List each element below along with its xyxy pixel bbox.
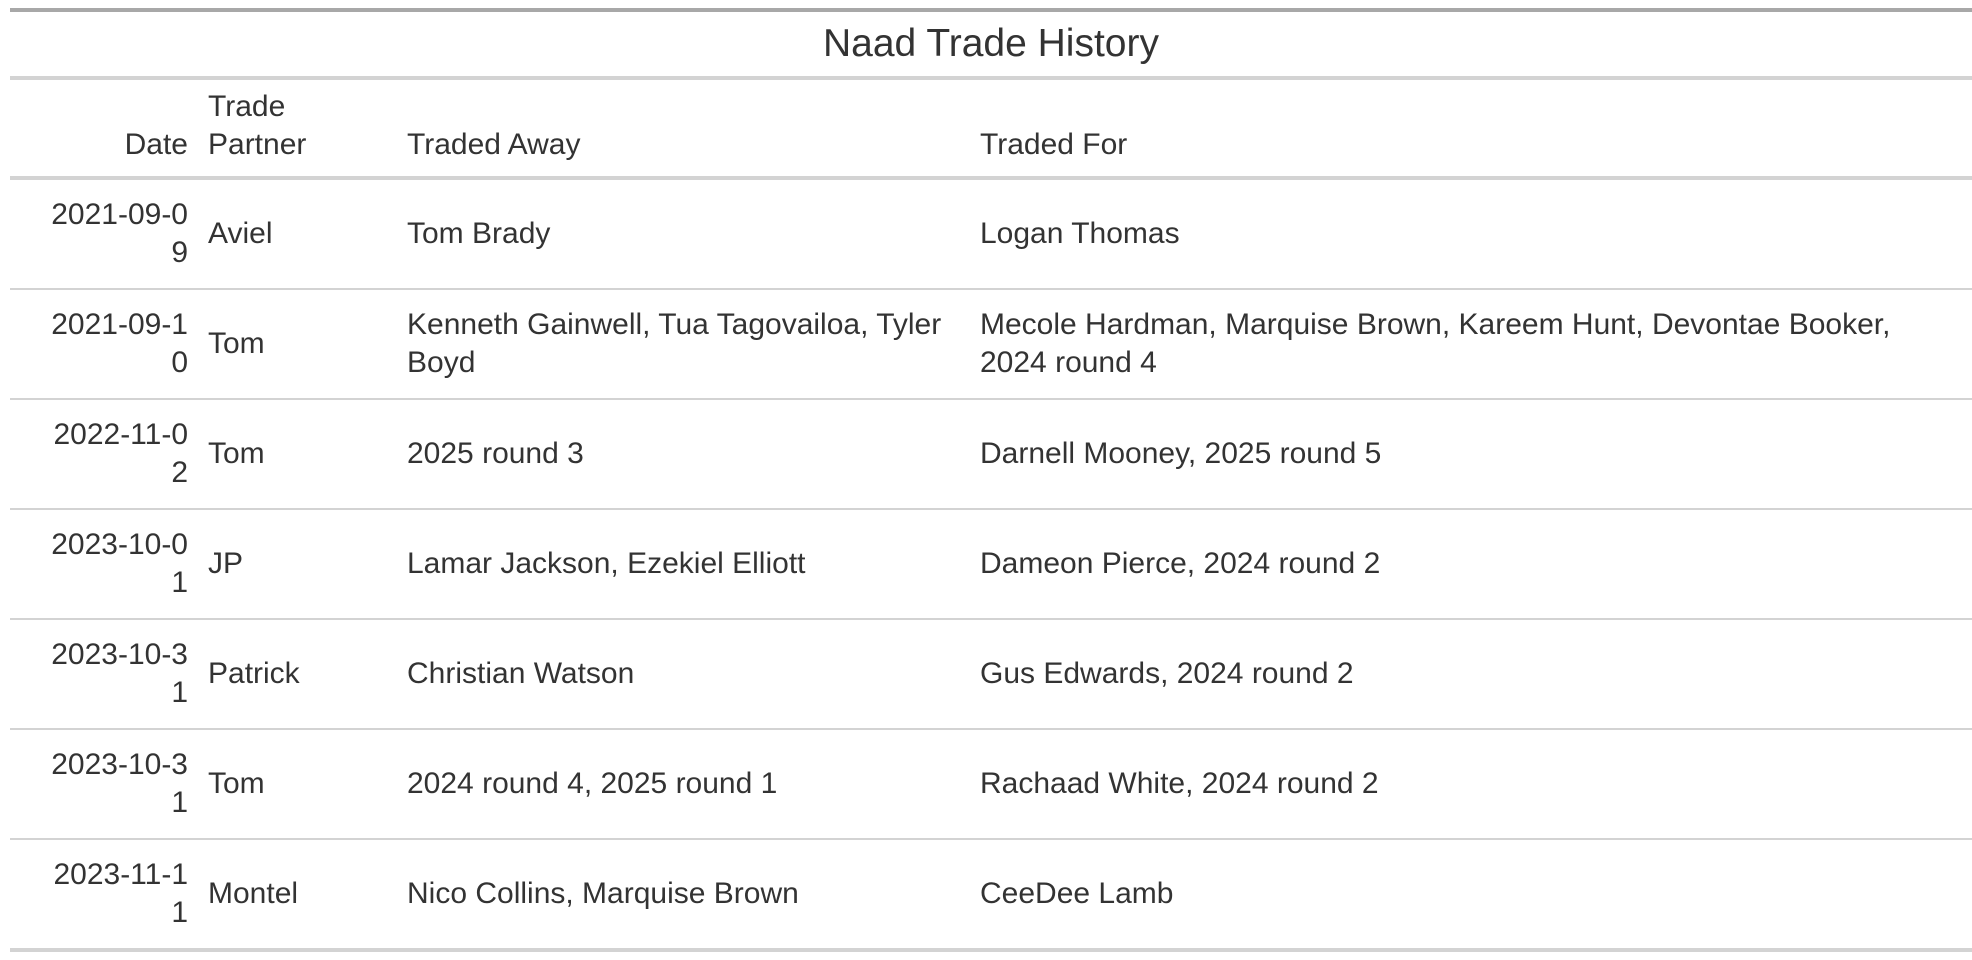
table-title-row: Naad Trade History <box>10 8 1972 80</box>
table-title: Naad Trade History <box>10 8 1972 80</box>
cell-traded-for: Gus Edwards, 2024 round 2 <box>970 619 1972 730</box>
cell-date: 2021-09-09 <box>10 178 198 290</box>
cell-traded-for: Logan Thomas <box>970 178 1972 290</box>
cell-date: 2023-11-11 <box>10 839 198 952</box>
cell-date: 2021-09-10 <box>10 289 198 400</box>
cell-date-text: 2023-10-31 <box>51 638 188 709</box>
header-date: Date <box>10 78 198 180</box>
cell-date: 2023-10-31 <box>10 619 198 730</box>
cell-date-text: 2023-10-31 <box>51 748 188 819</box>
cell-date: 2023-10-31 <box>10 729 198 840</box>
cell-traded-away: Nico Collins, Marquise Brown <box>397 839 970 952</box>
cell-date-text: 2023-10-01 <box>51 528 188 599</box>
cell-trade-partner: Tom <box>198 399 397 510</box>
cell-traded-for: Dameon Pierce, 2024 round 2 <box>970 509 1972 620</box>
cell-traded-away: 2024 round 4, 2025 round 1 <box>397 729 970 840</box>
table-row: 2023-10-01 JP Lamar Jackson, Ezekiel Ell… <box>10 509 1972 620</box>
cell-trade-partner: Tom <box>198 729 397 840</box>
header-trade-partner: Trade Partner <box>198 78 397 180</box>
header-traded-for: Traded For <box>970 78 1972 180</box>
cell-traded-for: CeeDee Lamb <box>970 839 1972 952</box>
cell-trade-partner: Aviel <box>198 178 397 290</box>
cell-trade-partner: JP <box>198 509 397 620</box>
cell-trade-partner: Patrick <box>198 619 397 730</box>
cell-traded-for: Darnell Mooney, 2025 round 5 <box>970 399 1972 510</box>
cell-trade-partner: Tom <box>198 289 397 400</box>
cell-date-text: 2023-11-11 <box>53 858 188 929</box>
table-body: 2021-09-09 Aviel Tom Brady Logan Thomas … <box>10 178 1972 952</box>
cell-traded-away: 2025 round 3 <box>397 399 970 510</box>
header-traded-away: Traded Away <box>397 78 970 180</box>
table-row: 2023-10-31 Patrick Christian Watson Gus … <box>10 619 1972 730</box>
cell-date: 2023-10-01 <box>10 509 198 620</box>
cell-traded-for: Rachaad White, 2024 round 2 <box>970 729 1972 840</box>
table-row: 2021-09-10 Tom Kenneth Gainwell, Tua Tag… <box>10 289 1972 400</box>
table-row: 2023-11-11 Montel Nico Collins, Marquise… <box>10 839 1972 952</box>
trade-history-table-container: Naad Trade History Date Trade Partner Tr… <box>10 8 1972 952</box>
table-row: 2022-11-02 Tom 2025 round 3 Darnell Moon… <box>10 399 1972 510</box>
trade-history-table: Naad Trade History Date Trade Partner Tr… <box>10 8 1972 952</box>
header-trade-partner-label: Trade Partner <box>208 90 307 161</box>
cell-date-text: 2021-09-09 <box>51 198 188 269</box>
cell-traded-away: Tom Brady <box>397 178 970 290</box>
cell-traded-away: Lamar Jackson, Ezekiel Elliott <box>397 509 970 620</box>
cell-date-text: 2022-11-02 <box>53 418 188 489</box>
cell-date: 2022-11-02 <box>10 399 198 510</box>
table-row: 2021-09-09 Aviel Tom Brady Logan Thomas <box>10 178 1972 290</box>
cell-traded-for: Mecole Hardman, Marquise Brown, Kareem H… <box>970 289 1972 400</box>
cell-date-text: 2021-09-10 <box>51 308 188 379</box>
column-header-row: Date Trade Partner Traded Away Traded Fo… <box>10 78 1972 180</box>
cell-trade-partner: Montel <box>198 839 397 952</box>
cell-traded-away: Kenneth Gainwell, Tua Tagovailoa, Tyler … <box>397 289 970 400</box>
cell-traded-away: Christian Watson <box>397 619 970 730</box>
table-row: 2023-10-31 Tom 2024 round 4, 2025 round … <box>10 729 1972 840</box>
